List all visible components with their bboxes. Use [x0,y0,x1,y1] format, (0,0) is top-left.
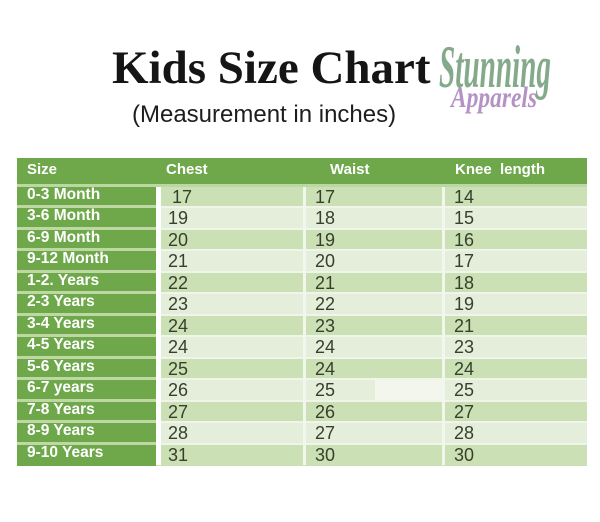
svg-text:Apparels: Apparels [449,81,537,114]
svg-text:Stunning: Stunning [439,34,551,100]
